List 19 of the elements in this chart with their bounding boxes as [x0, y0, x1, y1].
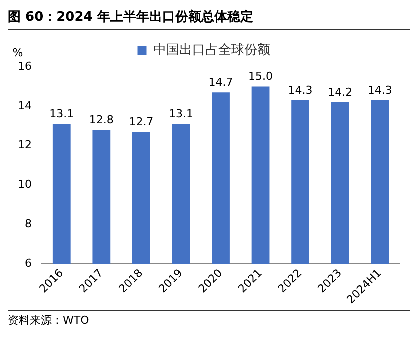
legend-label: 中国出口占全球份额	[153, 42, 270, 58]
data-label: 13.1	[168, 108, 194, 121]
y-axis-title: %	[12, 46, 24, 60]
data-label: 14.3	[368, 84, 392, 97]
data-label: 15.0	[248, 70, 274, 84]
data-label: 14.3	[288, 84, 313, 97]
text: 资料来源：WTO	[8, 310, 410, 328]
y-tick-label: 8	[24, 218, 32, 231]
y-tick-label: 16	[18, 60, 32, 73]
data-label: 12.8	[89, 113, 114, 126]
data-label: 13.1	[50, 108, 74, 121]
data-label: 12.7	[129, 115, 154, 128]
chart-title: 图 60：2024 年上半年出口份额总体稳定	[8, 8, 410, 30]
y-tick-label: 10	[18, 178, 32, 192]
data-label: 14.2	[328, 86, 353, 99]
data-label: 14.7	[208, 76, 234, 89]
y-tick-label: 12	[18, 138, 32, 152]
y-tick-label: 6	[24, 256, 32, 270]
y-tick-label: 14	[18, 99, 32, 112]
